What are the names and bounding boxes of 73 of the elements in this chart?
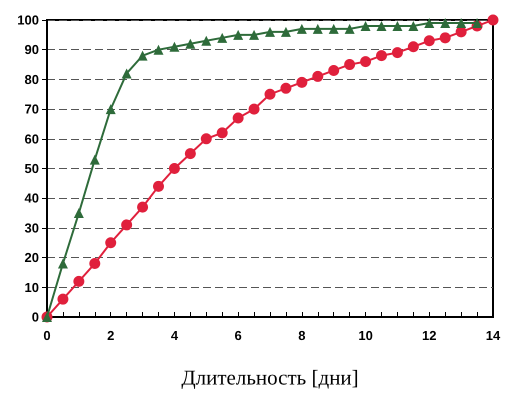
point [154,44,164,55]
point [456,18,466,28]
x-tick-label: 14 [486,328,501,343]
point [312,24,323,34]
y-tick-label: 30 [24,220,39,236]
point [376,20,386,31]
point [201,36,212,46]
point [106,104,116,114]
point [440,18,450,28]
point [216,127,228,138]
x-tick-label: 10 [358,328,373,343]
point [280,82,292,94]
point [89,258,100,270]
point [58,258,68,269]
point [122,68,132,78]
point [169,42,180,52]
x-tick-label: 0 [43,328,51,343]
y-tick-label: 90 [24,42,39,58]
point [233,30,244,40]
point [265,26,275,37]
point [74,208,84,218]
point [296,76,308,88]
point [328,64,340,76]
point [392,20,402,31]
point [360,56,372,68]
x-tick-label: 2 [107,328,114,343]
point [296,24,307,34]
point [344,24,355,34]
point [328,24,339,34]
point [312,70,324,82]
point [472,18,482,28]
point [137,202,148,213]
point [408,41,419,52]
x-tick-label: 6 [234,328,242,343]
y-tick-label: 50 [24,161,39,176]
point [217,32,228,43]
point [153,180,164,192]
x-tick-label: 4 [170,328,179,343]
point [424,18,434,28]
point [248,104,260,115]
point [392,47,403,58]
point [488,14,498,26]
point [185,38,196,49]
point [344,59,356,70]
point [249,30,260,40]
x-tick-label: 8 [298,328,306,343]
point [121,219,132,230]
y-tick-label: 60 [24,131,39,146]
point [424,35,435,46]
y-tick-label: 10 [24,280,39,295]
point [280,26,291,37]
y-tick-label: 100 [17,12,39,28]
point [57,294,68,305]
point [184,148,196,160]
point [73,276,84,287]
y-tick-label: 0 [32,310,39,324]
point [376,50,387,62]
y-tick-label: 80 [24,72,39,87]
point [200,133,212,144]
point [105,237,116,248]
y-tick-label: 40 [24,190,39,206]
point [138,50,148,61]
point [360,20,371,31]
point [90,154,100,165]
point [440,32,451,44]
point [264,88,276,100]
point [168,163,180,174]
x-tick-label: 12 [422,328,437,343]
y-tick-label: 70 [24,102,39,117]
x-axis-title: Длительность [дни] [181,366,359,390]
y-tick-label: 20 [24,250,39,266]
point [408,20,418,31]
point [232,112,244,124]
